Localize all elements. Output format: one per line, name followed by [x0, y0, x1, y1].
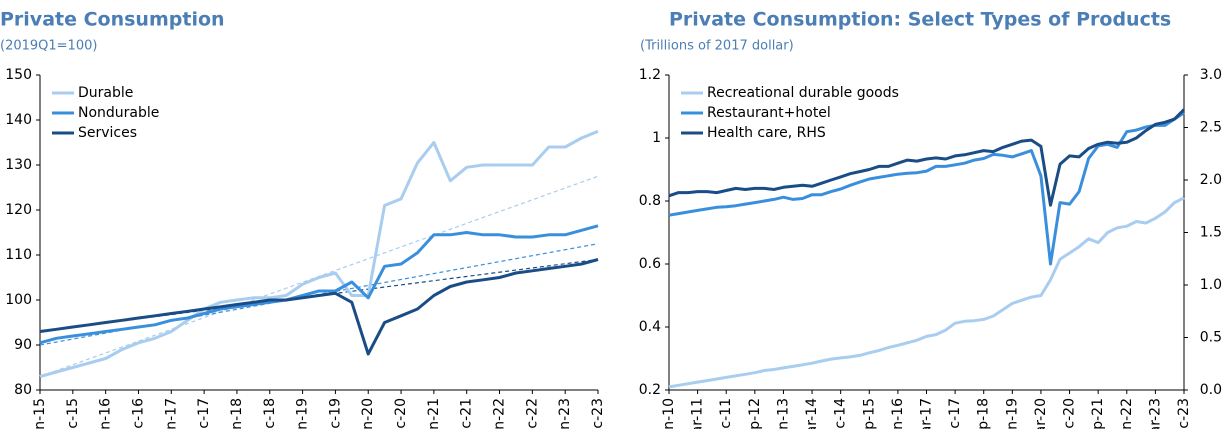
x-tick-label: Jun-22 — [492, 398, 508, 429]
x-tick-label: Jun-20 — [360, 398, 376, 429]
legend-label: Nondurable — [78, 105, 159, 121]
y2-tick-label: 1.5 — [1200, 225, 1222, 241]
x-tick-label: Jun-23 — [557, 398, 573, 429]
x-tick-label: Mar-14 — [804, 398, 820, 429]
legend-label: Recreational durable goods — [707, 85, 899, 101]
legend-label: Services — [78, 125, 137, 141]
x-tick-label: Dec-19 — [327, 398, 343, 429]
x-tick-label: Jun-22 — [1119, 398, 1135, 429]
legend-label: Restaurant+hotel — [707, 105, 831, 121]
x-tick-label: Sep-15 — [861, 398, 877, 429]
x-tick-label: Mar-23 — [1147, 398, 1163, 429]
x-tick-label: Jun-10 — [661, 398, 677, 429]
x-tick-label: Jun-19 — [295, 398, 311, 429]
x-tick-label: Dec-22 — [524, 398, 540, 429]
x-tick-label: Jun-18 — [229, 398, 245, 429]
y2-tick-label: 0.5 — [1200, 330, 1222, 346]
x-tick-label: Sep-12 — [747, 398, 763, 429]
x-tick-label: Dec-11 — [718, 398, 734, 429]
y-tick-label: 90 — [14, 337, 32, 353]
chart-subtitle: (2019Q1=100) — [0, 39, 97, 54]
y-tick-label: 80 — [14, 382, 32, 398]
y-tick-label: 1.2 — [639, 67, 661, 83]
x-tick-label: Jun-13 — [775, 398, 791, 429]
series-line — [39, 224, 599, 345]
y-tick-label: 0.6 — [639, 256, 661, 272]
x-tick-label: Jun-15 — [32, 398, 48, 429]
legend-label: Durable — [78, 85, 133, 101]
y2-tick-label: 0.0 — [1200, 382, 1222, 398]
y2-tick-label: 2.0 — [1200, 172, 1222, 188]
x-tick-label: Jun-19 — [1004, 398, 1020, 429]
y2-tick-label: 2.5 — [1200, 120, 1222, 136]
chart-title: Private Consumption: Select Types of Pro… — [669, 9, 1171, 31]
series-line — [39, 129, 599, 378]
y2-tick-label: 3.0 — [1200, 67, 1222, 83]
x-tick-label: Dec-14 — [833, 398, 849, 429]
y-tick-label: 150 — [5, 67, 32, 83]
x-tick-label: Dec-17 — [196, 398, 212, 429]
y-tick-label: 0.8 — [639, 193, 661, 209]
series-line — [39, 258, 599, 356]
x-tick-label: Mar-11 — [690, 398, 706, 429]
x-tick-label: Dec-16 — [130, 398, 146, 429]
x-tick-label: Jun-17 — [163, 398, 179, 429]
y-tick-label: 1 — [652, 130, 661, 146]
chart-title: Private Consumption — [0, 9, 225, 31]
x-tick-label: Jun-21 — [426, 398, 442, 429]
x-tick-label: Dec-20 — [1062, 398, 1078, 429]
y2-tick-label: 1.0 — [1200, 277, 1222, 293]
x-tick-label: Sep-18 — [976, 398, 992, 429]
x-tick-label: Mar-20 — [1033, 398, 1049, 429]
x-tick-label: Dec-15 — [65, 398, 81, 429]
y-tick-label: 0.4 — [639, 319, 661, 335]
series-line — [668, 108, 1186, 207]
x-tick-label: Dec-21 — [459, 398, 475, 429]
x-tick-label: Dec-18 — [262, 398, 278, 429]
x-tick-label: Dec-17 — [947, 398, 963, 429]
chart: Private Consumption (2019Q1=100) 80 90 100 11… — [0, 9, 606, 429]
y-tick-label: 120 — [5, 202, 32, 218]
legend-label: Health care, RHS — [707, 125, 826, 141]
y-tick-label: 0.2 — [639, 382, 661, 398]
series-line — [668, 196, 1185, 389]
chart: Private Consumption: Select Types of Pro… — [639, 9, 1222, 429]
y-tick-label: 130 — [5, 157, 32, 173]
x-tick-label: Dec-23 — [1176, 398, 1192, 429]
x-tick-label: Dec-23 — [590, 398, 606, 429]
y-tick-label: 140 — [5, 112, 32, 128]
x-tick-label: Jun-16 — [98, 398, 114, 429]
x-tick-label: Jun-16 — [890, 398, 906, 429]
x-tick-label: Mar-17 — [919, 398, 935, 429]
chart-subtitle: (Trillions of 2017 dollar) — [640, 39, 794, 54]
x-tick-label: Dec-20 — [393, 398, 409, 429]
y-tick-label: 110 — [5, 247, 32, 263]
x-tick-label: Sep-21 — [1090, 398, 1106, 429]
y-tick-label: 100 — [5, 292, 32, 308]
